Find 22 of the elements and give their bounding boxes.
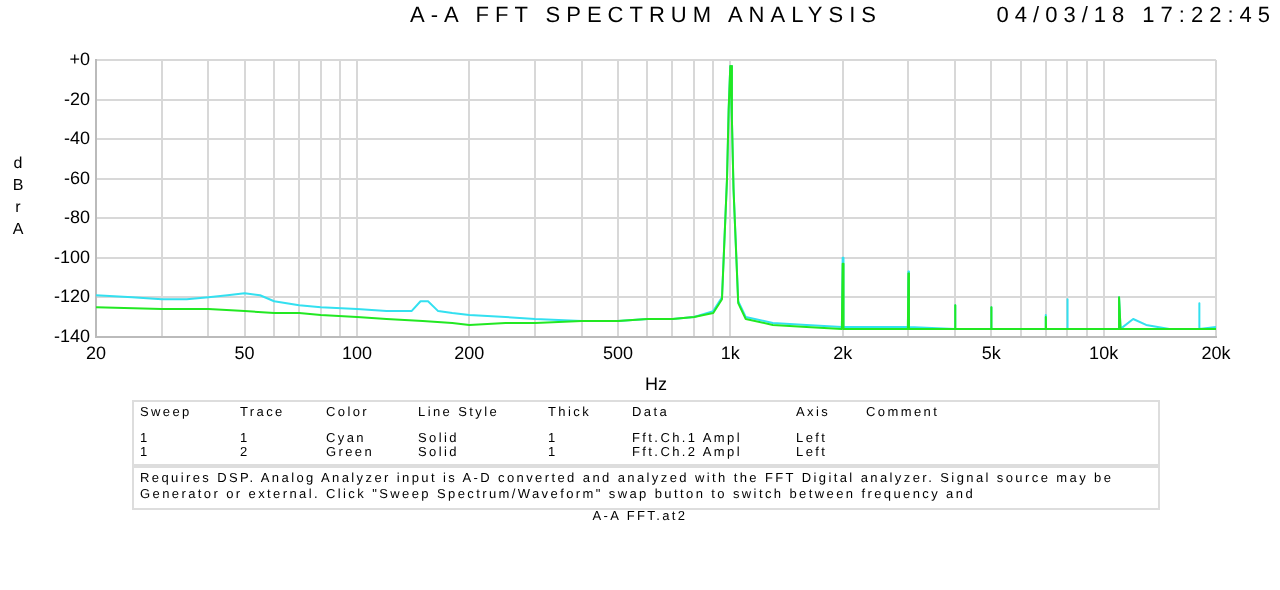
x-tick-label: 1k: [720, 342, 741, 363]
y-tick-label: -20: [64, 88, 91, 109]
y-axis-title: dBr A: [12, 152, 24, 240]
x-tick-label: 200: [454, 342, 485, 363]
x-tick-label: 5k: [981, 342, 1002, 363]
x-tick-label: 100: [341, 342, 372, 363]
x-axis-title: Hz: [645, 374, 669, 395]
y-tick-label: +0: [69, 48, 91, 69]
x-tick-label: 10k: [1089, 342, 1120, 363]
y-tick-label: -40: [64, 128, 91, 149]
x-tick-label: 500: [602, 342, 633, 363]
chart-subtitle: 04/03/18 17:22:45: [996, 4, 1276, 28]
y-tick-label: -120: [54, 286, 91, 307]
x-tick-label: 20k: [1201, 342, 1232, 363]
y-tick-label: -80: [64, 207, 91, 228]
x-tick-label: 50: [234, 342, 255, 363]
y-tick-label: -140: [54, 325, 91, 346]
chart-title: A-A FFT SPECTRUM ANALYSIS: [410, 4, 882, 28]
x-tick-label: 2k: [833, 342, 854, 363]
x-tick-label: 20: [86, 342, 107, 363]
y-tick-label: -100: [54, 246, 91, 267]
y-tick-label: -60: [64, 167, 91, 188]
